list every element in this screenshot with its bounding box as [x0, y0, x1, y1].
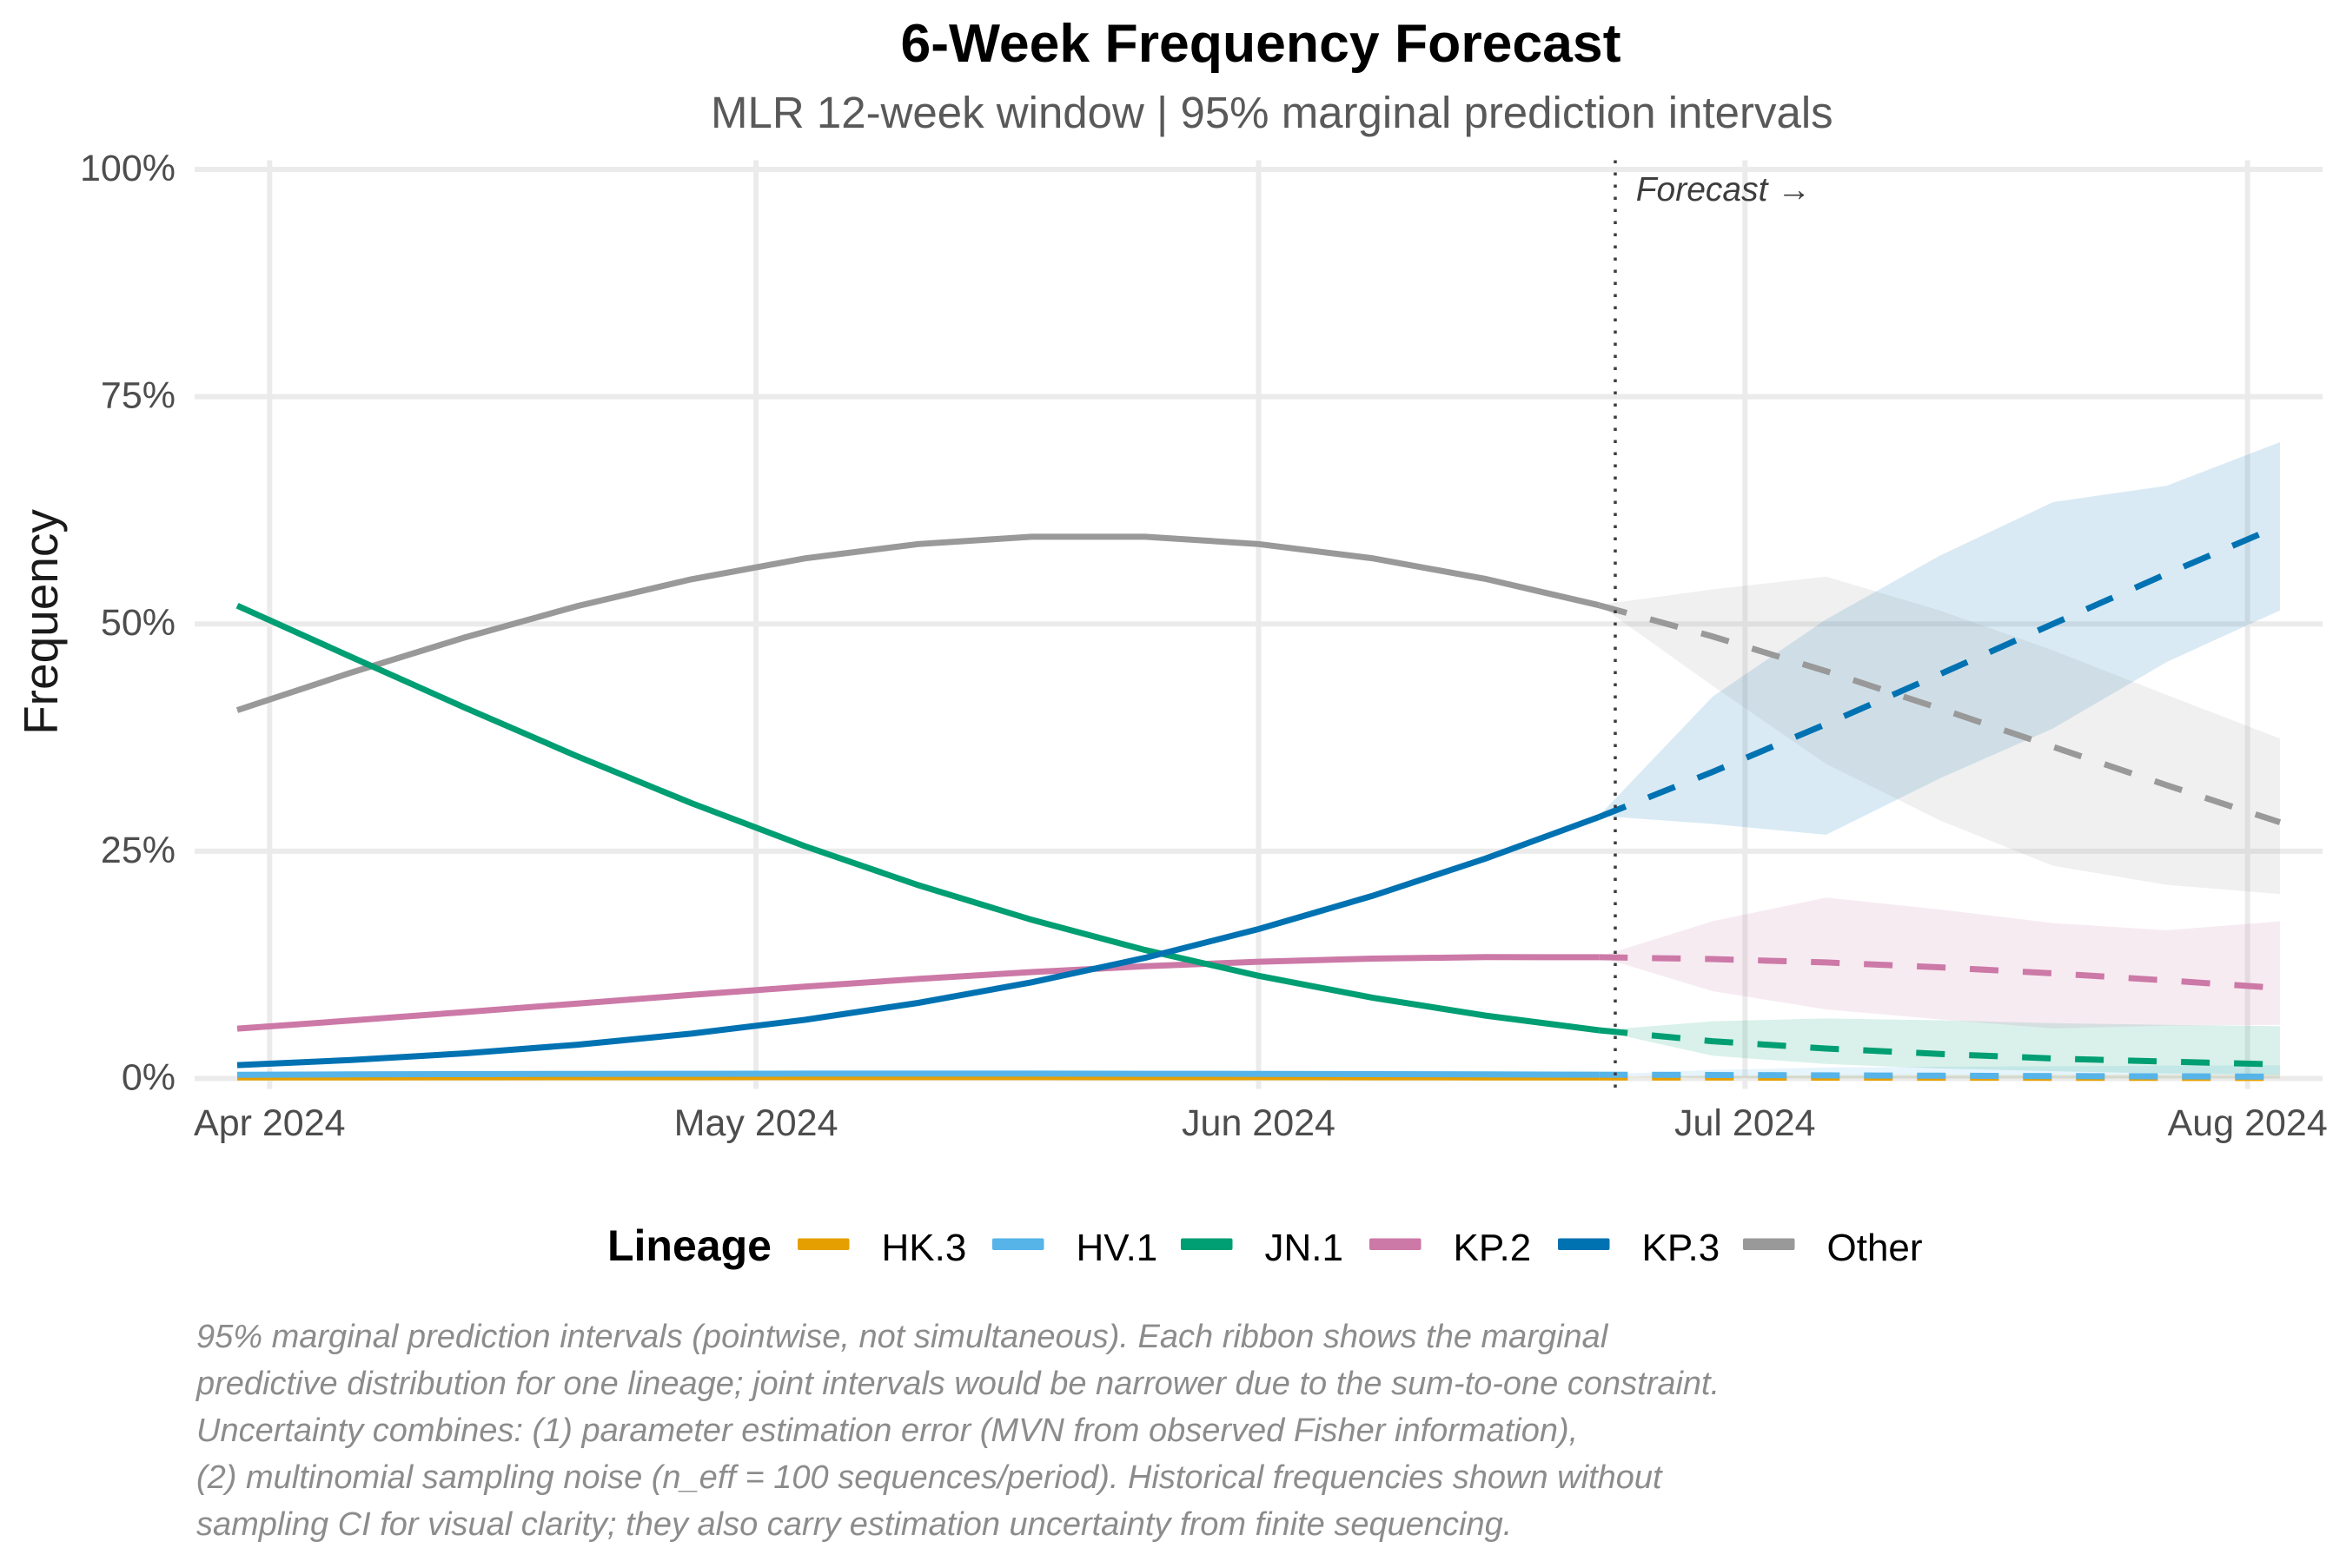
svg-text:JN.1: JN.1	[1265, 1227, 1343, 1269]
svg-text:75%: 75%	[101, 375, 176, 417]
svg-text:100%: 100%	[80, 148, 176, 189]
svg-text:sampling CI for visual clarity: sampling CI for visual clarity; they als…	[196, 1506, 1512, 1543]
svg-text:May 2024: May 2024	[674, 1102, 838, 1144]
svg-text:50%: 50%	[101, 602, 176, 644]
svg-text:MLR 12-week window | 95% margi: MLR 12-week window | 95% marginal predic…	[711, 88, 1833, 137]
svg-text:Frequency: Frequency	[14, 509, 68, 735]
svg-text:Lineage: Lineage	[607, 1221, 772, 1270]
svg-text:KP.3: KP.3	[1642, 1227, 1720, 1269]
svg-text:Jul 2024: Jul 2024	[1674, 1102, 1816, 1144]
svg-text:0%: 0%	[122, 1057, 176, 1099]
svg-text:Jun 2024: Jun 2024	[1182, 1102, 1335, 1144]
svg-text:predictive distribution for on: predictive distribution for one lineage;…	[196, 1366, 1720, 1402]
svg-text:25%: 25%	[101, 830, 176, 871]
svg-text:KP.2: KP.2	[1454, 1227, 1532, 1269]
svg-text:Aug 2024: Aug 2024	[2168, 1102, 2328, 1144]
svg-text:6-Week Frequency Forecast: 6-Week Frequency Forecast	[900, 13, 1620, 74]
svg-text:Uncertainty combines: (1) para: Uncertainty combines: (1) parameter esti…	[196, 1413, 1578, 1449]
svg-text:Other: Other	[1827, 1227, 1923, 1269]
svg-text:(2) multinomial sampling noise: (2) multinomial sampling noise (n_eff = …	[196, 1459, 1663, 1496]
svg-text:Apr 2024: Apr 2024	[194, 1102, 346, 1144]
svg-text:HK.3: HK.3	[882, 1227, 967, 1269]
svg-text:Forecast →: Forecast →	[1636, 171, 1812, 208]
svg-text:95% marginal prediction interv: 95% marginal prediction intervals (point…	[196, 1319, 1609, 1355]
svg-text:HV.1: HV.1	[1077, 1227, 1158, 1269]
